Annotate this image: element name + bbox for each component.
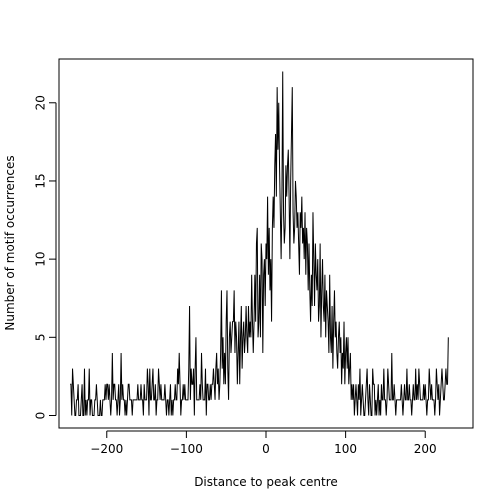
x-tick-label: 200 bbox=[414, 442, 437, 456]
y-axis: 0 5 10 15 20 bbox=[34, 95, 57, 419]
x-axis-label: Distance to peak centre bbox=[194, 475, 338, 489]
x-tick-label: −100 bbox=[170, 442, 203, 456]
series-layer bbox=[70, 71, 449, 416]
series-line bbox=[70, 71, 449, 416]
y-tick-label: 10 bbox=[34, 251, 48, 266]
x-tick-label: −200 bbox=[90, 442, 123, 456]
y-tick-label: 20 bbox=[34, 95, 48, 110]
plot-frame bbox=[58, 58, 474, 429]
y-tick-label: 0 bbox=[34, 412, 48, 420]
x-tick-label: 0 bbox=[262, 442, 270, 456]
x-axis: −200 −100 0 100 200 bbox=[90, 430, 437, 456]
y-axis-label: Number of motif occurrences bbox=[3, 155, 17, 330]
x-tick-label: 100 bbox=[334, 442, 357, 456]
y-tick-label: 5 bbox=[34, 333, 48, 341]
y-tick-label: 15 bbox=[34, 173, 48, 188]
